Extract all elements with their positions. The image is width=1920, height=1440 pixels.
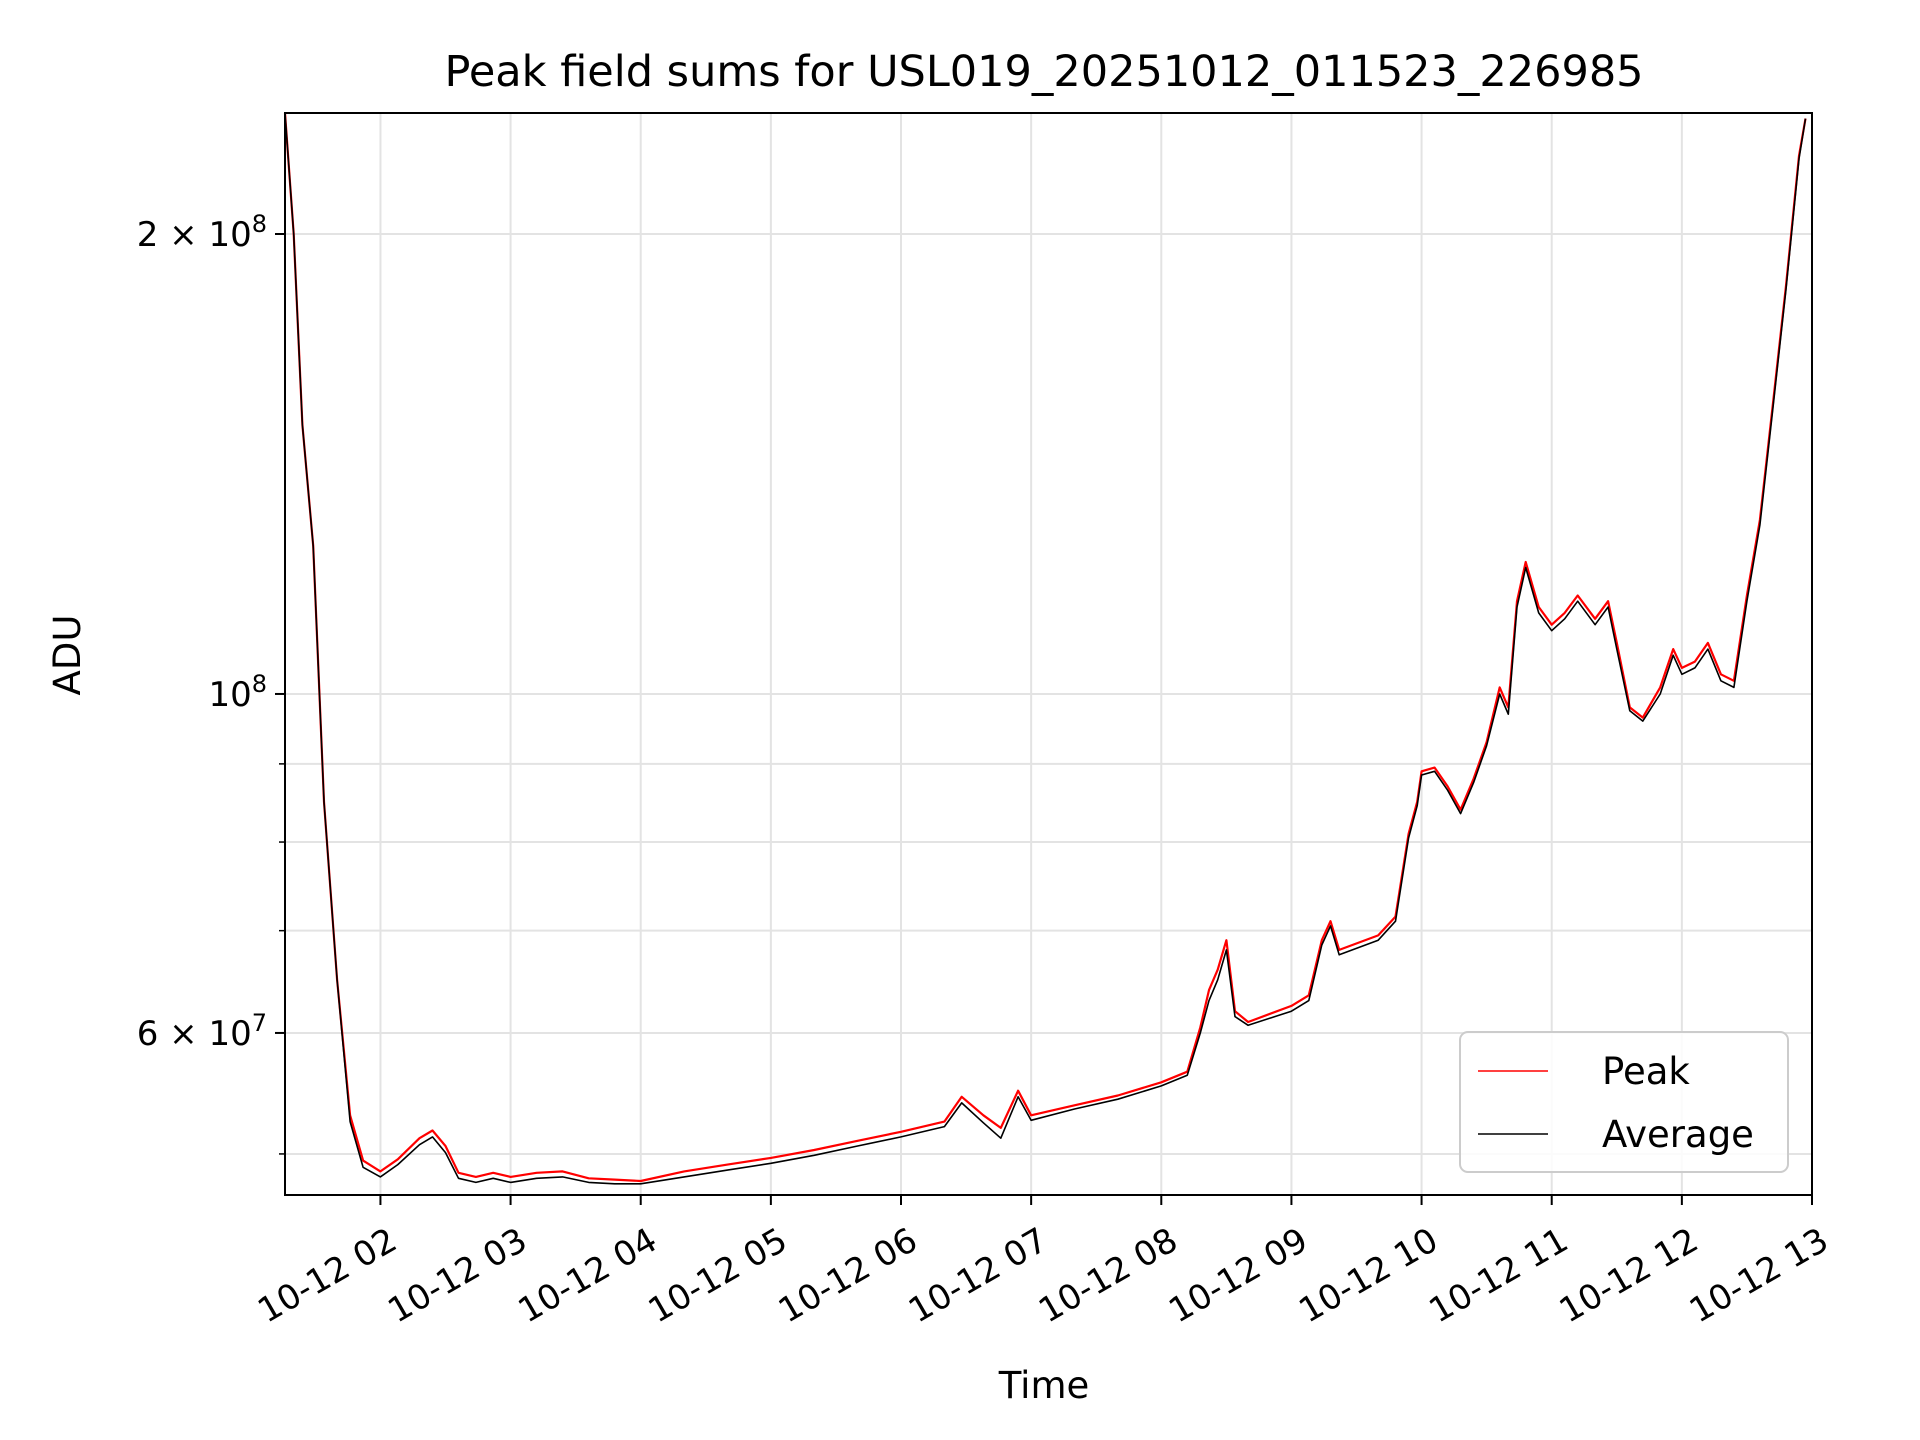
series-layer <box>283 112 1807 1185</box>
y-tick-label: 2 × 108 <box>137 210 267 255</box>
y-tick-label: 108 <box>208 670 267 715</box>
legend-average-label: Average <box>1602 1113 1754 1156</box>
chart-title: Peak field sums for USL019_20251012_0115… <box>444 47 1643 97</box>
x-axis-title: Time <box>998 1364 1090 1407</box>
y-axis: 6 × 107 108 2 × 108 <box>137 210 285 1155</box>
plot-frame <box>284 112 1813 1196</box>
legend: Peak Average <box>1459 1031 1789 1173</box>
legend-box <box>1459 1031 1789 1173</box>
y-axis-title: ADU <box>46 615 89 696</box>
y-tick-label: 6 × 107 <box>137 1009 267 1054</box>
series-line-average <box>284 112 1807 1185</box>
legend-peak-label: Peak <box>1602 1050 1690 1093</box>
